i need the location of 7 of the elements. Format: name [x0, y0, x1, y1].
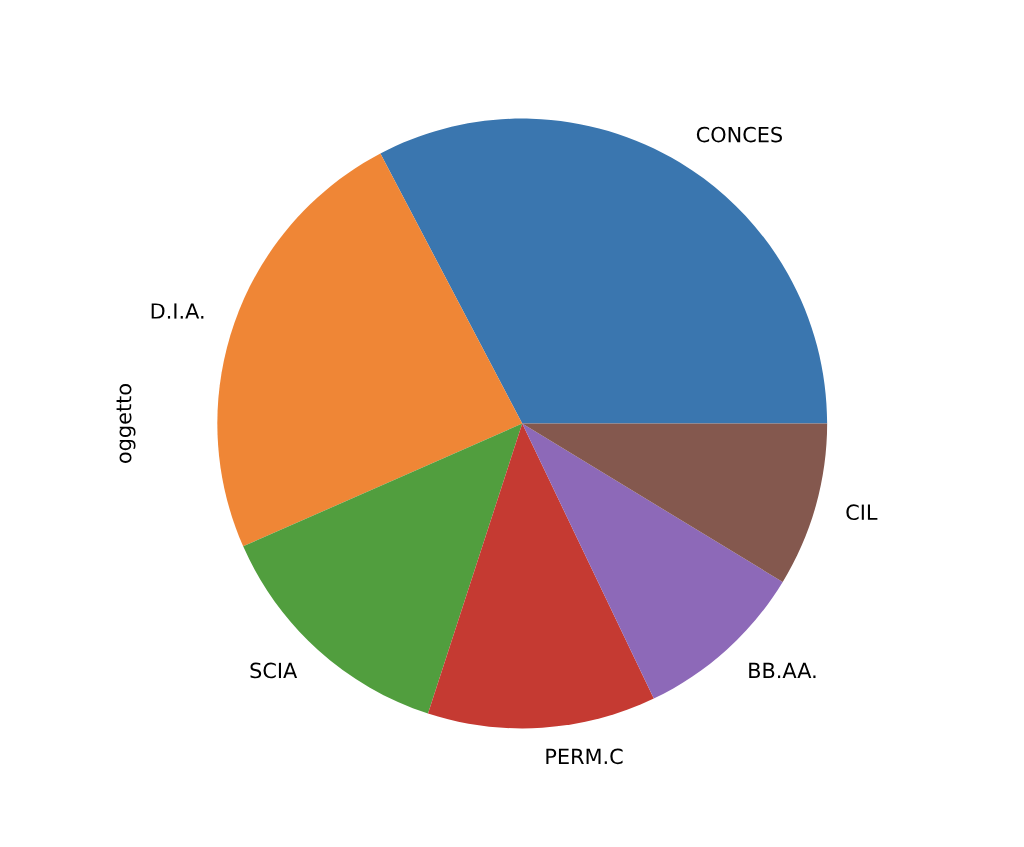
- slice-label: BB.AA.: [749, 662, 816, 679]
- slice-label: SCIA: [250, 662, 298, 679]
- slice-label: CIL: [846, 504, 878, 521]
- slice-label: D.I.A.: [151, 303, 204, 319]
- slice-label: CONCES: [696, 126, 782, 143]
- slice-label: PERM.C: [546, 748, 623, 765]
- text: oggetto: [116, 384, 136, 463]
